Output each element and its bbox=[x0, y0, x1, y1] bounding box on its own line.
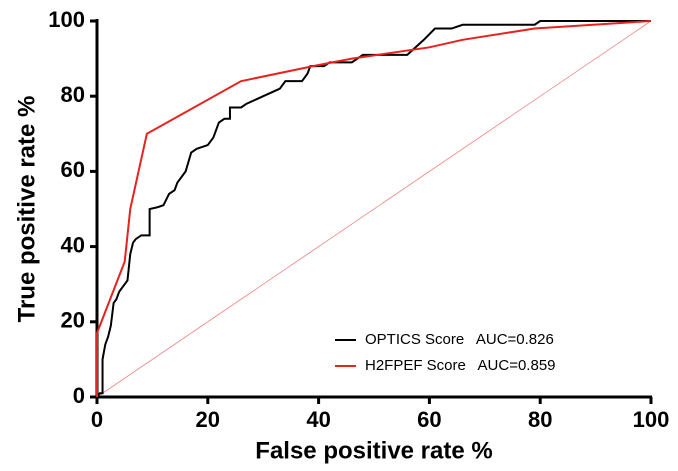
x-tick-label: 20 bbox=[196, 407, 220, 432]
legend-label: OPTICS Score AUC=0.826 bbox=[365, 331, 554, 348]
y-tick-label: 0 bbox=[73, 383, 85, 408]
y-axis-label: True positive rate % bbox=[13, 96, 40, 323]
x-tick-label: 40 bbox=[306, 407, 330, 432]
x-axis-label: False positive rate % bbox=[255, 437, 492, 464]
x-tick-label: 0 bbox=[91, 407, 103, 432]
y-tick-label: 80 bbox=[61, 82, 85, 107]
x-tick-label: 60 bbox=[417, 407, 441, 432]
legend-label: H2FPEF Score AUC=0.859 bbox=[365, 357, 556, 374]
reference-diagonal bbox=[96, 20, 652, 398]
x-tick-label: 100 bbox=[633, 407, 670, 432]
series-line bbox=[96, 20, 651, 398]
y-tick-label: 20 bbox=[61, 308, 85, 333]
y-tick-label: 60 bbox=[61, 157, 85, 182]
y-tick-label: 100 bbox=[48, 7, 85, 32]
x-tick-label: 80 bbox=[528, 407, 552, 432]
series-line bbox=[96, 20, 652, 397]
y-tick-label: 40 bbox=[61, 232, 85, 257]
